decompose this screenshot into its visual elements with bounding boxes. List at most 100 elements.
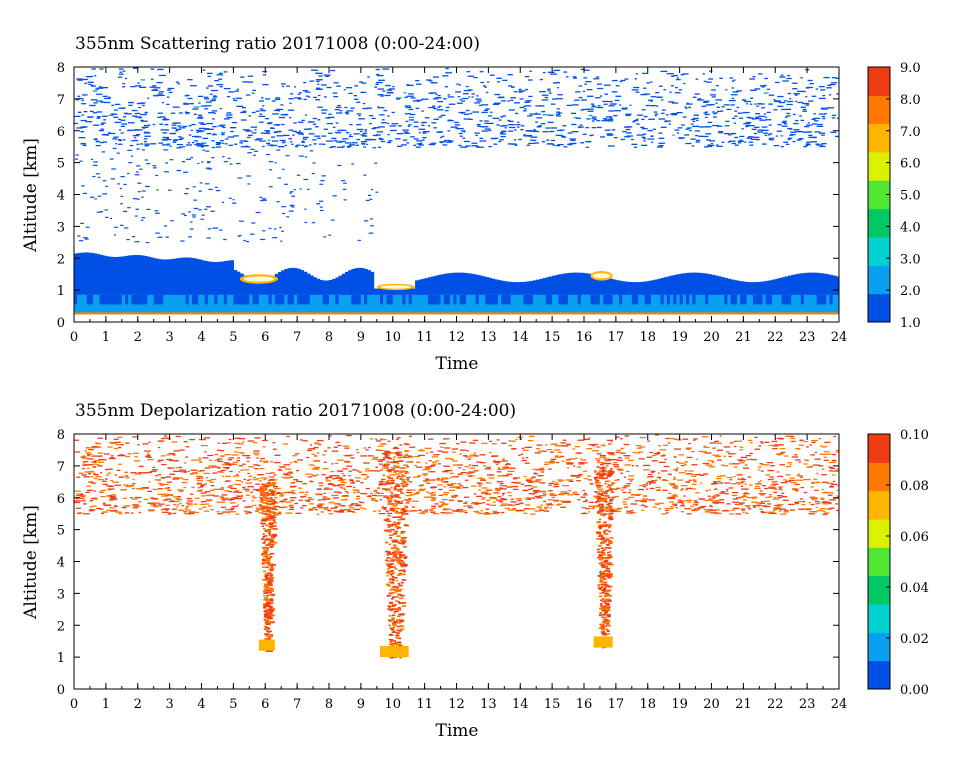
heatmap-cell: [696, 458, 699, 460]
heatmap-cell: [216, 501, 219, 503]
heatmap-cell: [459, 135, 463, 137]
heatmap-cell: [526, 304, 531, 313]
heatmap-cell: [182, 294, 187, 305]
heatmap-cell: [374, 86, 378, 88]
heatmap-cell: [498, 140, 502, 143]
heatmap-cell: [494, 462, 500, 464]
heatmap-cell: [207, 168, 213, 170]
heatmap-cell: [715, 442, 723, 444]
heatmap-cell: [749, 117, 754, 119]
heatmap-cell: [779, 508, 786, 510]
heatmap-cell: [732, 498, 738, 500]
heatmap-cell: [607, 505, 612, 507]
heatmap-cell: [359, 507, 363, 509]
heatmap-cell: [240, 452, 245, 454]
heatmap-cell: [675, 78, 681, 81]
heatmap-cell: [300, 270, 305, 295]
heatmap-cell: [207, 75, 212, 78]
heatmap-cell: [773, 507, 779, 509]
heatmap-cell: [513, 139, 517, 141]
heatmap-cell: [148, 441, 151, 443]
heatmap-cell: [771, 481, 778, 483]
heatmap-cell: [404, 443, 410, 446]
heatmap-cell: [810, 486, 814, 488]
heatmap-cell: [595, 482, 601, 484]
heatmap-cell: [316, 80, 320, 83]
heatmap-cell: [711, 274, 716, 295]
heatmap-cell: [195, 459, 202, 461]
heatmap-cell: [549, 502, 552, 505]
heatmap-cell: [708, 466, 716, 468]
heatmap-cell: [298, 155, 304, 157]
heatmap-cell: [338, 304, 343, 313]
heatmap-cell: [719, 77, 723, 79]
heatmap-cell: [148, 510, 154, 512]
heatmap-cell: [277, 491, 281, 494]
heatmap-cell: [811, 499, 818, 501]
heatmap-cell: [529, 113, 536, 115]
heatmap-cell: [220, 261, 225, 295]
heatmap-cell: [288, 129, 293, 131]
heatmap-cell: [141, 190, 146, 192]
heatmap-cell: [665, 509, 669, 512]
heatmap-cell: [614, 508, 621, 510]
heatmap-cell: [641, 144, 648, 146]
heatmap-cell: [134, 241, 140, 243]
heatmap-cell: [81, 99, 84, 102]
heatmap-cell: [379, 499, 383, 501]
heatmap-cell: [801, 504, 806, 506]
heatmap-cell: [162, 132, 168, 134]
heatmap-cell: [819, 453, 826, 455]
heatmap-cell: [759, 294, 764, 305]
heatmap-cell: [251, 222, 256, 224]
heatmap-cell: [740, 485, 744, 487]
heatmap-cell: [373, 490, 377, 493]
heatmap-cell: [100, 128, 104, 130]
heatmap-cell: [341, 180, 346, 182]
heatmap-cell: [418, 485, 423, 487]
heatmap-cell: [376, 304, 381, 313]
heatmap-cell: [322, 454, 326, 456]
heatmap-cell: [529, 497, 536, 499]
heatmap-cell: [384, 94, 391, 97]
heatmap-cell: [726, 108, 732, 111]
heatmap-cell: [775, 304, 780, 313]
heatmap-cell: [752, 304, 757, 313]
heatmap-cell: [578, 96, 583, 99]
heatmap-cell: [574, 304, 579, 313]
heatmap-cell: [328, 132, 333, 134]
heatmap-cell: [604, 470, 611, 472]
heatmap-cell: [508, 444, 513, 447]
heatmap-cell: [298, 133, 303, 135]
heatmap-cell: [682, 116, 687, 118]
heatmap-cell: [372, 147, 376, 149]
heatmap-cell: [182, 510, 188, 513]
heatmap-cell: [695, 504, 699, 506]
heatmap-cell: [755, 116, 759, 118]
heatmap-cell: [586, 448, 593, 450]
heatmap-cell: [603, 304, 607, 313]
heatmap-cell: [325, 498, 331, 500]
heatmap-cell: [395, 138, 401, 140]
heatmap-cell: [560, 491, 568, 493]
heatmap-cell: [734, 503, 738, 505]
heatmap-cell: [430, 82, 435, 84]
heatmap-cell: [279, 501, 285, 503]
heatmap-cell: [211, 304, 215, 313]
heatmap-cell: [731, 142, 737, 145]
heatmap-cell: [502, 467, 510, 470]
heatmap-cell: [448, 499, 455, 501]
heatmap-cell: [393, 486, 396, 488]
heatmap-cell: [781, 121, 787, 124]
heatmap-cell: [518, 90, 526, 92]
heatmap-cell: [761, 505, 767, 507]
heatmap-cell: [701, 273, 706, 295]
heatmap-cell: [191, 141, 195, 144]
heatmap-cell: [120, 132, 124, 134]
heatmap-cell: [337, 146, 344, 148]
heatmap-cell: [635, 73, 638, 75]
heatmap-cell: [574, 294, 579, 305]
heatmap-cell: [737, 304, 741, 313]
heatmap-cell: [810, 497, 818, 499]
heatmap-cell: [707, 144, 715, 147]
